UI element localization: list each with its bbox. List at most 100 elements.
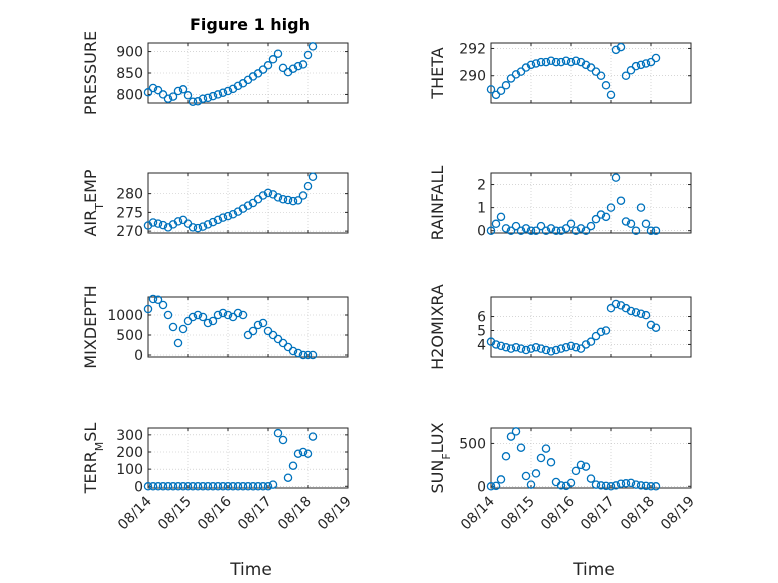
- data-point: [143, 482, 153, 491]
- data-point: [173, 217, 183, 226]
- data-point: [253, 482, 263, 491]
- data-point: [303, 350, 313, 360]
- data-point: [223, 211, 233, 221]
- data-point: [641, 59, 651, 68]
- data-point: [586, 474, 596, 483]
- data-point: [273, 49, 283, 58]
- y-axis-label: PRESSURE: [81, 31, 100, 115]
- data-point: [651, 482, 661, 491]
- data-point: [646, 226, 656, 235]
- data-point: [596, 71, 606, 80]
- data-point: [203, 482, 213, 491]
- data-point: [511, 342, 521, 352]
- data-point: [238, 310, 248, 320]
- y-tick-label: 292: [459, 41, 486, 57]
- data-point: [541, 57, 551, 67]
- y-tick-label: 200: [116, 445, 143, 461]
- data-point: [566, 478, 576, 488]
- data-point: [541, 226, 551, 235]
- figure-title: Figure 1 high: [190, 15, 310, 34]
- data-point: [591, 214, 601, 224]
- data-point: [278, 435, 288, 445]
- data-point: [581, 226, 591, 235]
- data-point: [496, 341, 506, 351]
- data-point: [561, 56, 571, 65]
- data-point: [641, 310, 651, 320]
- data-point: [631, 480, 641, 489]
- data-point: [178, 85, 188, 94]
- data-point: [536, 221, 546, 231]
- data-point: [143, 304, 153, 314]
- data-point: [501, 81, 511, 90]
- data-point: [556, 226, 566, 235]
- data-point: [308, 350, 318, 360]
- data-point: [198, 312, 208, 322]
- data-point: [551, 57, 561, 67]
- data-point: [496, 212, 506, 222]
- data-point: [248, 482, 258, 491]
- data-point: [158, 220, 168, 230]
- y-tick-label: 270: [116, 224, 143, 240]
- data-point: [511, 427, 521, 436]
- data-point: [308, 432, 318, 441]
- data-point: [273, 428, 283, 438]
- data-point: [531, 226, 541, 235]
- data-point: [631, 61, 641, 71]
- subplot-pressure: 800 850 900 PRESSURE: [81, 31, 349, 115]
- data-point: [268, 55, 278, 64]
- data-point: [646, 482, 656, 491]
- plot-area: [491, 43, 691, 103]
- data-point: [208, 91, 218, 101]
- data-point: [576, 224, 586, 233]
- data-point: [213, 482, 223, 491]
- data-point: [208, 316, 218, 326]
- data-point: [506, 74, 516, 83]
- data-point: [516, 344, 526, 353]
- data-point: [586, 221, 596, 231]
- data-point: [626, 306, 636, 316]
- y-tick-label: 6: [477, 310, 486, 326]
- data-point: [203, 220, 213, 229]
- data-point: [153, 85, 163, 95]
- data-point: [576, 344, 586, 353]
- data-point: [596, 327, 606, 337]
- data-point: [601, 81, 611, 90]
- subplot-rainfall: 0 1 2 RAINFALL: [428, 166, 692, 240]
- data-point: [308, 172, 318, 181]
- x-tick-label: 08/18: [618, 494, 658, 534]
- x-tick-label: 08/14: [458, 493, 498, 533]
- data-point: [178, 482, 188, 491]
- y-axis-label: MIXDEPTH: [81, 285, 100, 368]
- y-axis-label: TERRMSL: [81, 423, 106, 495]
- data-point: [551, 226, 561, 235]
- plot-area: [491, 297, 691, 357]
- data-point: [218, 213, 228, 222]
- data-point: [178, 324, 188, 334]
- data-point: [571, 56, 581, 65]
- data-point: [601, 326, 611, 335]
- data-point: [213, 310, 223, 320]
- data-point: [243, 482, 253, 491]
- data-point: [536, 453, 546, 463]
- data-point: [641, 219, 651, 229]
- data-point: [258, 191, 268, 200]
- data-point: [238, 482, 248, 491]
- data-point: [626, 478, 636, 488]
- data-point: [298, 447, 308, 457]
- data-point: [491, 90, 501, 100]
- data-point: [233, 482, 243, 491]
- y-axis-label: SUNFLUX: [428, 422, 453, 493]
- data-point: [591, 480, 601, 489]
- x-tick-label: 08/19: [315, 494, 355, 534]
- data-point: [546, 347, 556, 356]
- x-tick-label: 08/14: [115, 493, 155, 533]
- data-point: [636, 203, 646, 212]
- axes-box: [147, 172, 349, 234]
- data-point: [606, 482, 616, 491]
- data-point: [516, 226, 526, 235]
- data-point: [486, 85, 496, 94]
- data-point: [636, 60, 646, 70]
- data-point: [621, 71, 631, 80]
- data-point: [308, 42, 318, 51]
- data-point: [501, 224, 511, 233]
